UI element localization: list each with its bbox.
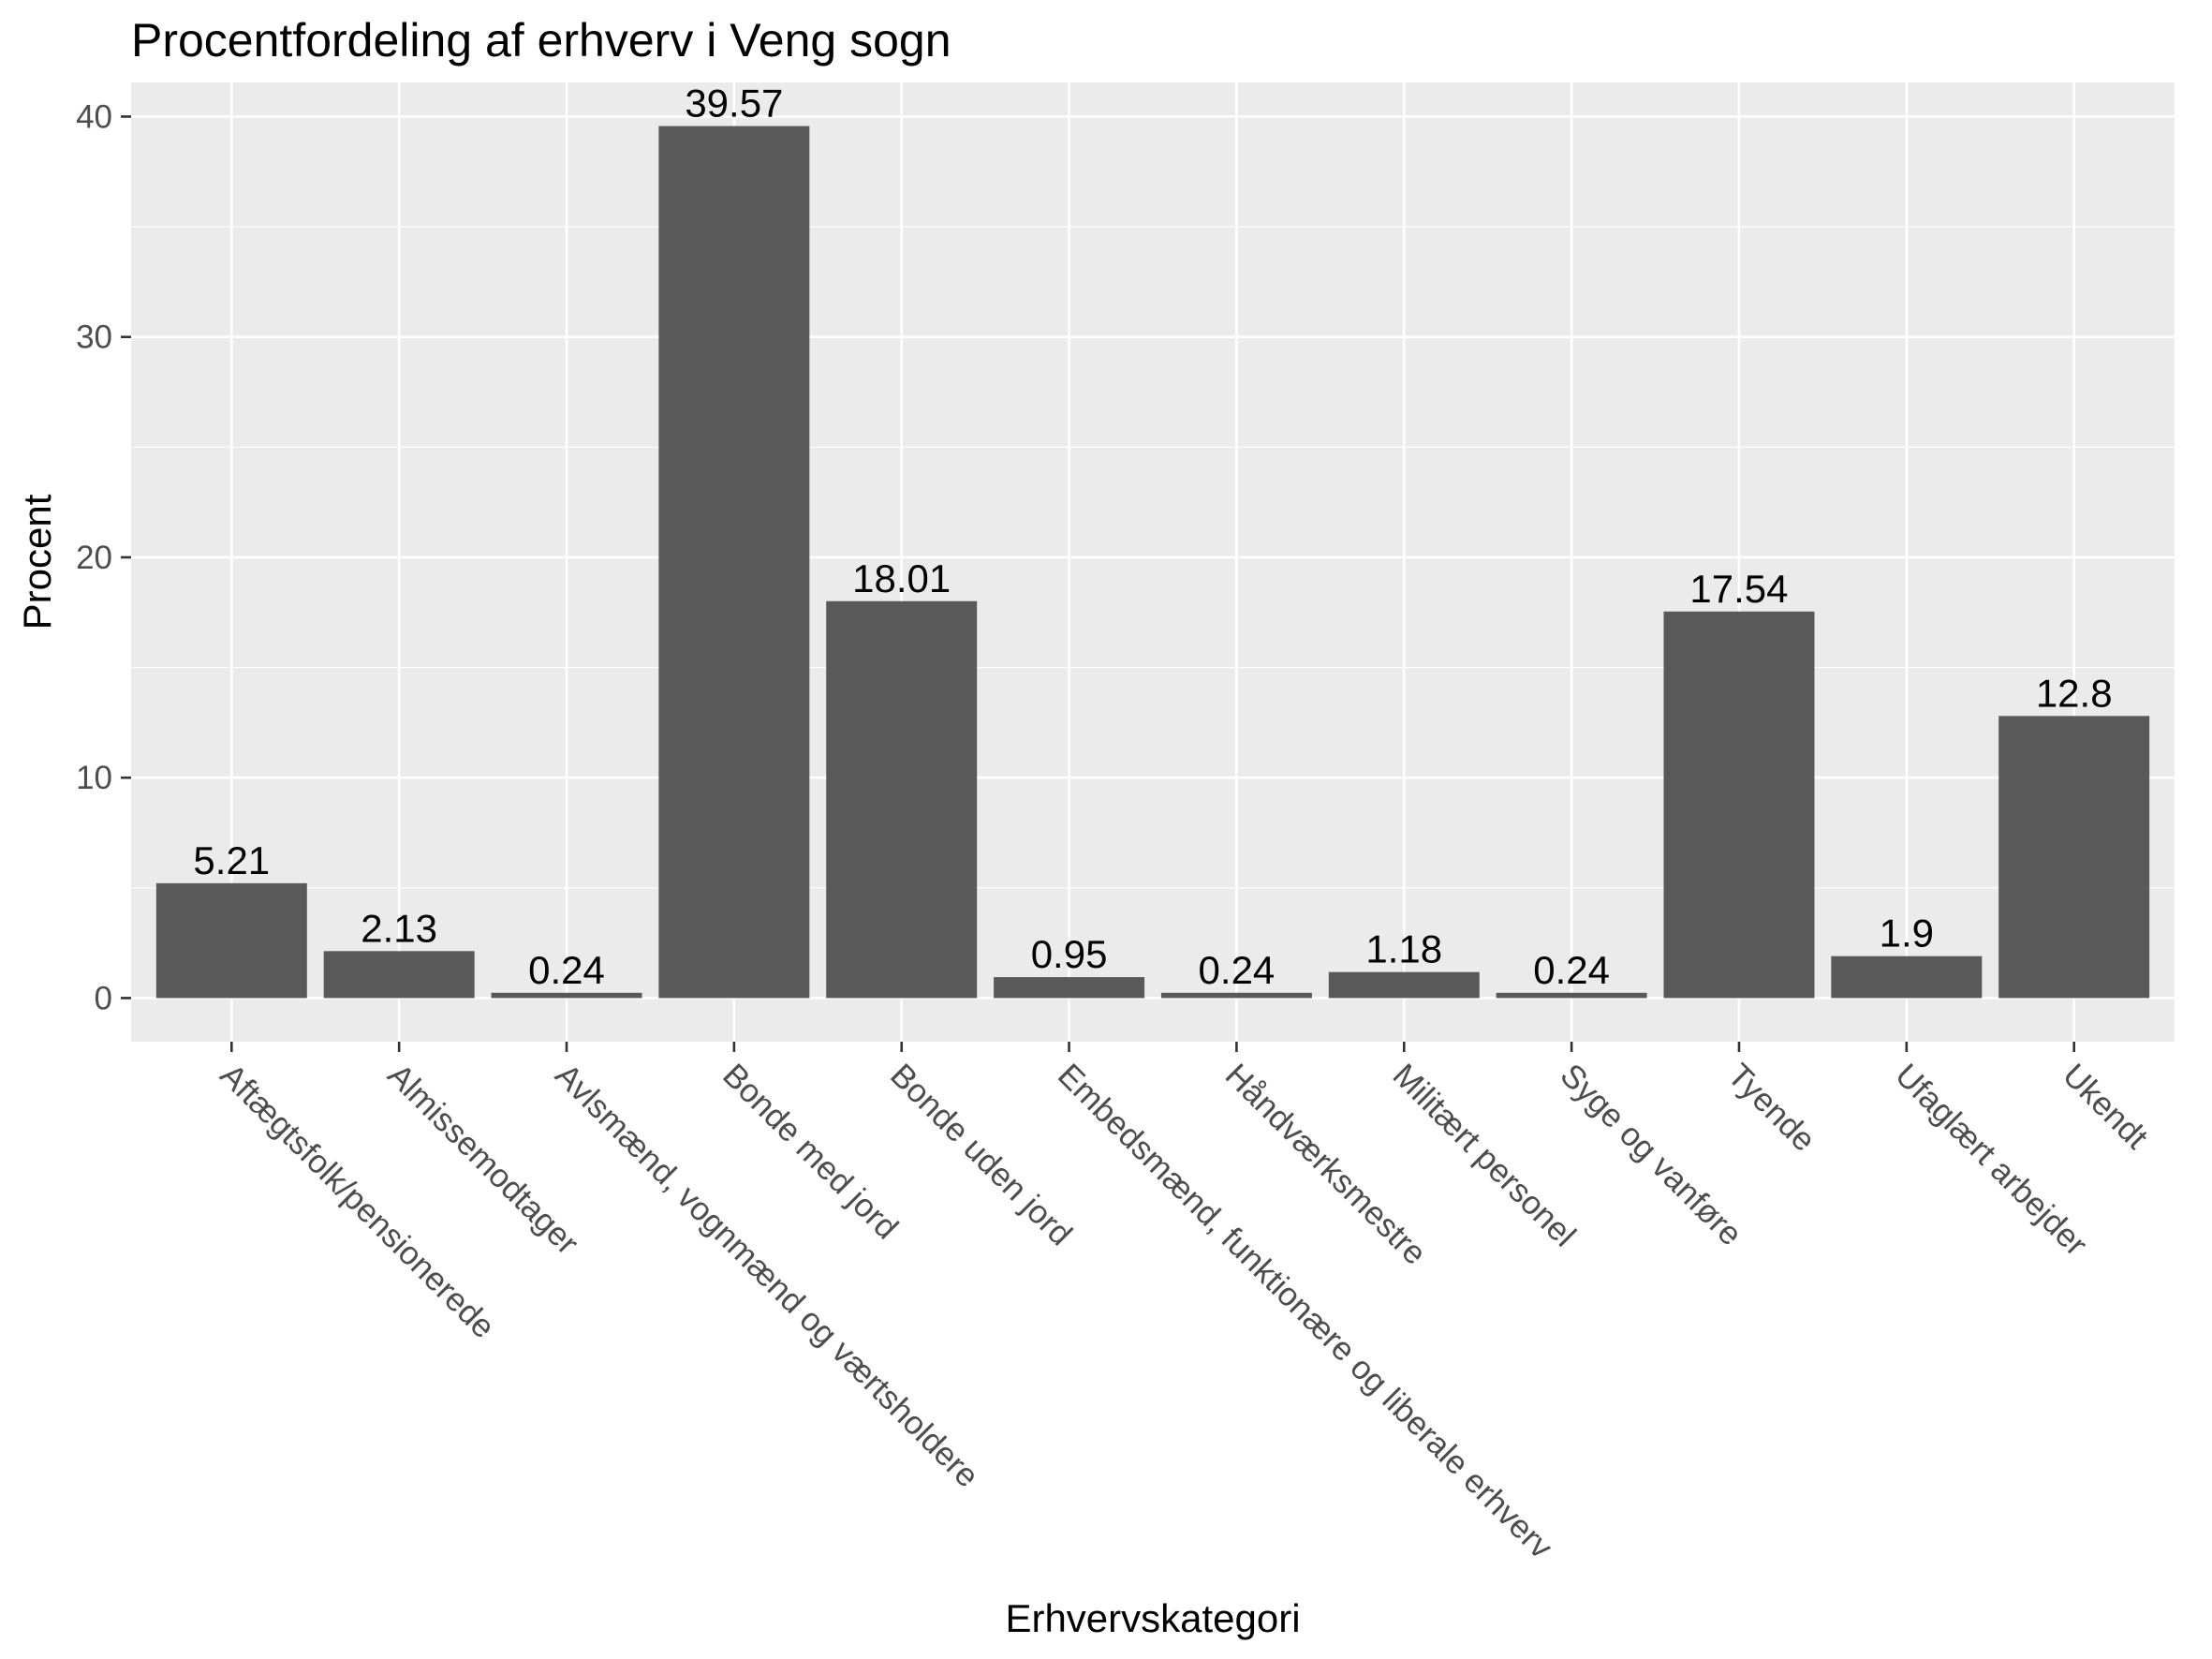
x-tick-label: Bonde uden jord (883, 1057, 1079, 1252)
x-tick-label: Ukendt (2056, 1057, 2155, 1156)
x-tick-label: Aftægtsfolk/pensionerede (214, 1057, 502, 1345)
bar-value-label: 1.9 (1880, 911, 1934, 955)
bar-value-labels: 5.21 2.13 0.24 39.57 18.01 0.95 0.24 1.18 0.24 17… (193, 81, 2112, 992)
bar-value-label: 2.13 (361, 906, 437, 950)
bar (1160, 992, 1312, 999)
x-axis-title: Erhvervskategori (1005, 1596, 1300, 1640)
bar (1328, 971, 1480, 999)
bar-value-label: 18.01 (852, 556, 951, 600)
bar-value-label: 17.54 (1689, 567, 1788, 611)
bars (155, 126, 2150, 999)
y-axis: 0 10 20 30 40 (76, 98, 131, 1016)
bar (994, 977, 1145, 999)
bar-value-label: 12.8 (2036, 671, 2113, 715)
bar-value-label: 5.21 (193, 838, 270, 882)
bar-value-label: 0.24 (1533, 948, 1610, 992)
y-axis-title: Procent (15, 494, 59, 630)
chart-title: Procentfordeling af erhverv i Veng sogn (131, 14, 951, 67)
bar-value-label: 0.24 (1199, 948, 1276, 992)
y-tick-label: 10 (76, 760, 112, 796)
y-tick-label: 30 (76, 319, 112, 356)
x-axis: Aftægtsfolk/pensioneredeAlmissemodtagerA… (214, 1042, 2155, 1566)
plot-panel (131, 82, 2175, 1042)
bar (826, 600, 978, 999)
bar (658, 126, 810, 999)
bar (1496, 992, 1647, 999)
minor-gridlines (131, 226, 2175, 889)
bar (155, 882, 307, 999)
x-tick-label: Militært personel (1386, 1057, 1584, 1254)
bar-value-label: 0.24 (528, 948, 605, 992)
bar (1663, 611, 1815, 999)
bar-value-label: 39.57 (685, 81, 783, 126)
x-tick-label: Bonde med jord (715, 1057, 905, 1246)
bar (491, 992, 642, 999)
y-tick-label: 20 (76, 540, 112, 576)
bar (323, 951, 475, 999)
x-tick-label: Tyende (1720, 1057, 1822, 1159)
x-tick-label: Syge og vanføre (1553, 1057, 1748, 1252)
bar-value-label: 0.95 (1031, 932, 1108, 976)
y-tick-label: 0 (95, 980, 112, 1016)
y-tick-label: 40 (76, 98, 112, 135)
bar (1831, 955, 1983, 999)
bar (1998, 716, 2150, 999)
bar-value-label: 1.18 (1365, 927, 1442, 971)
